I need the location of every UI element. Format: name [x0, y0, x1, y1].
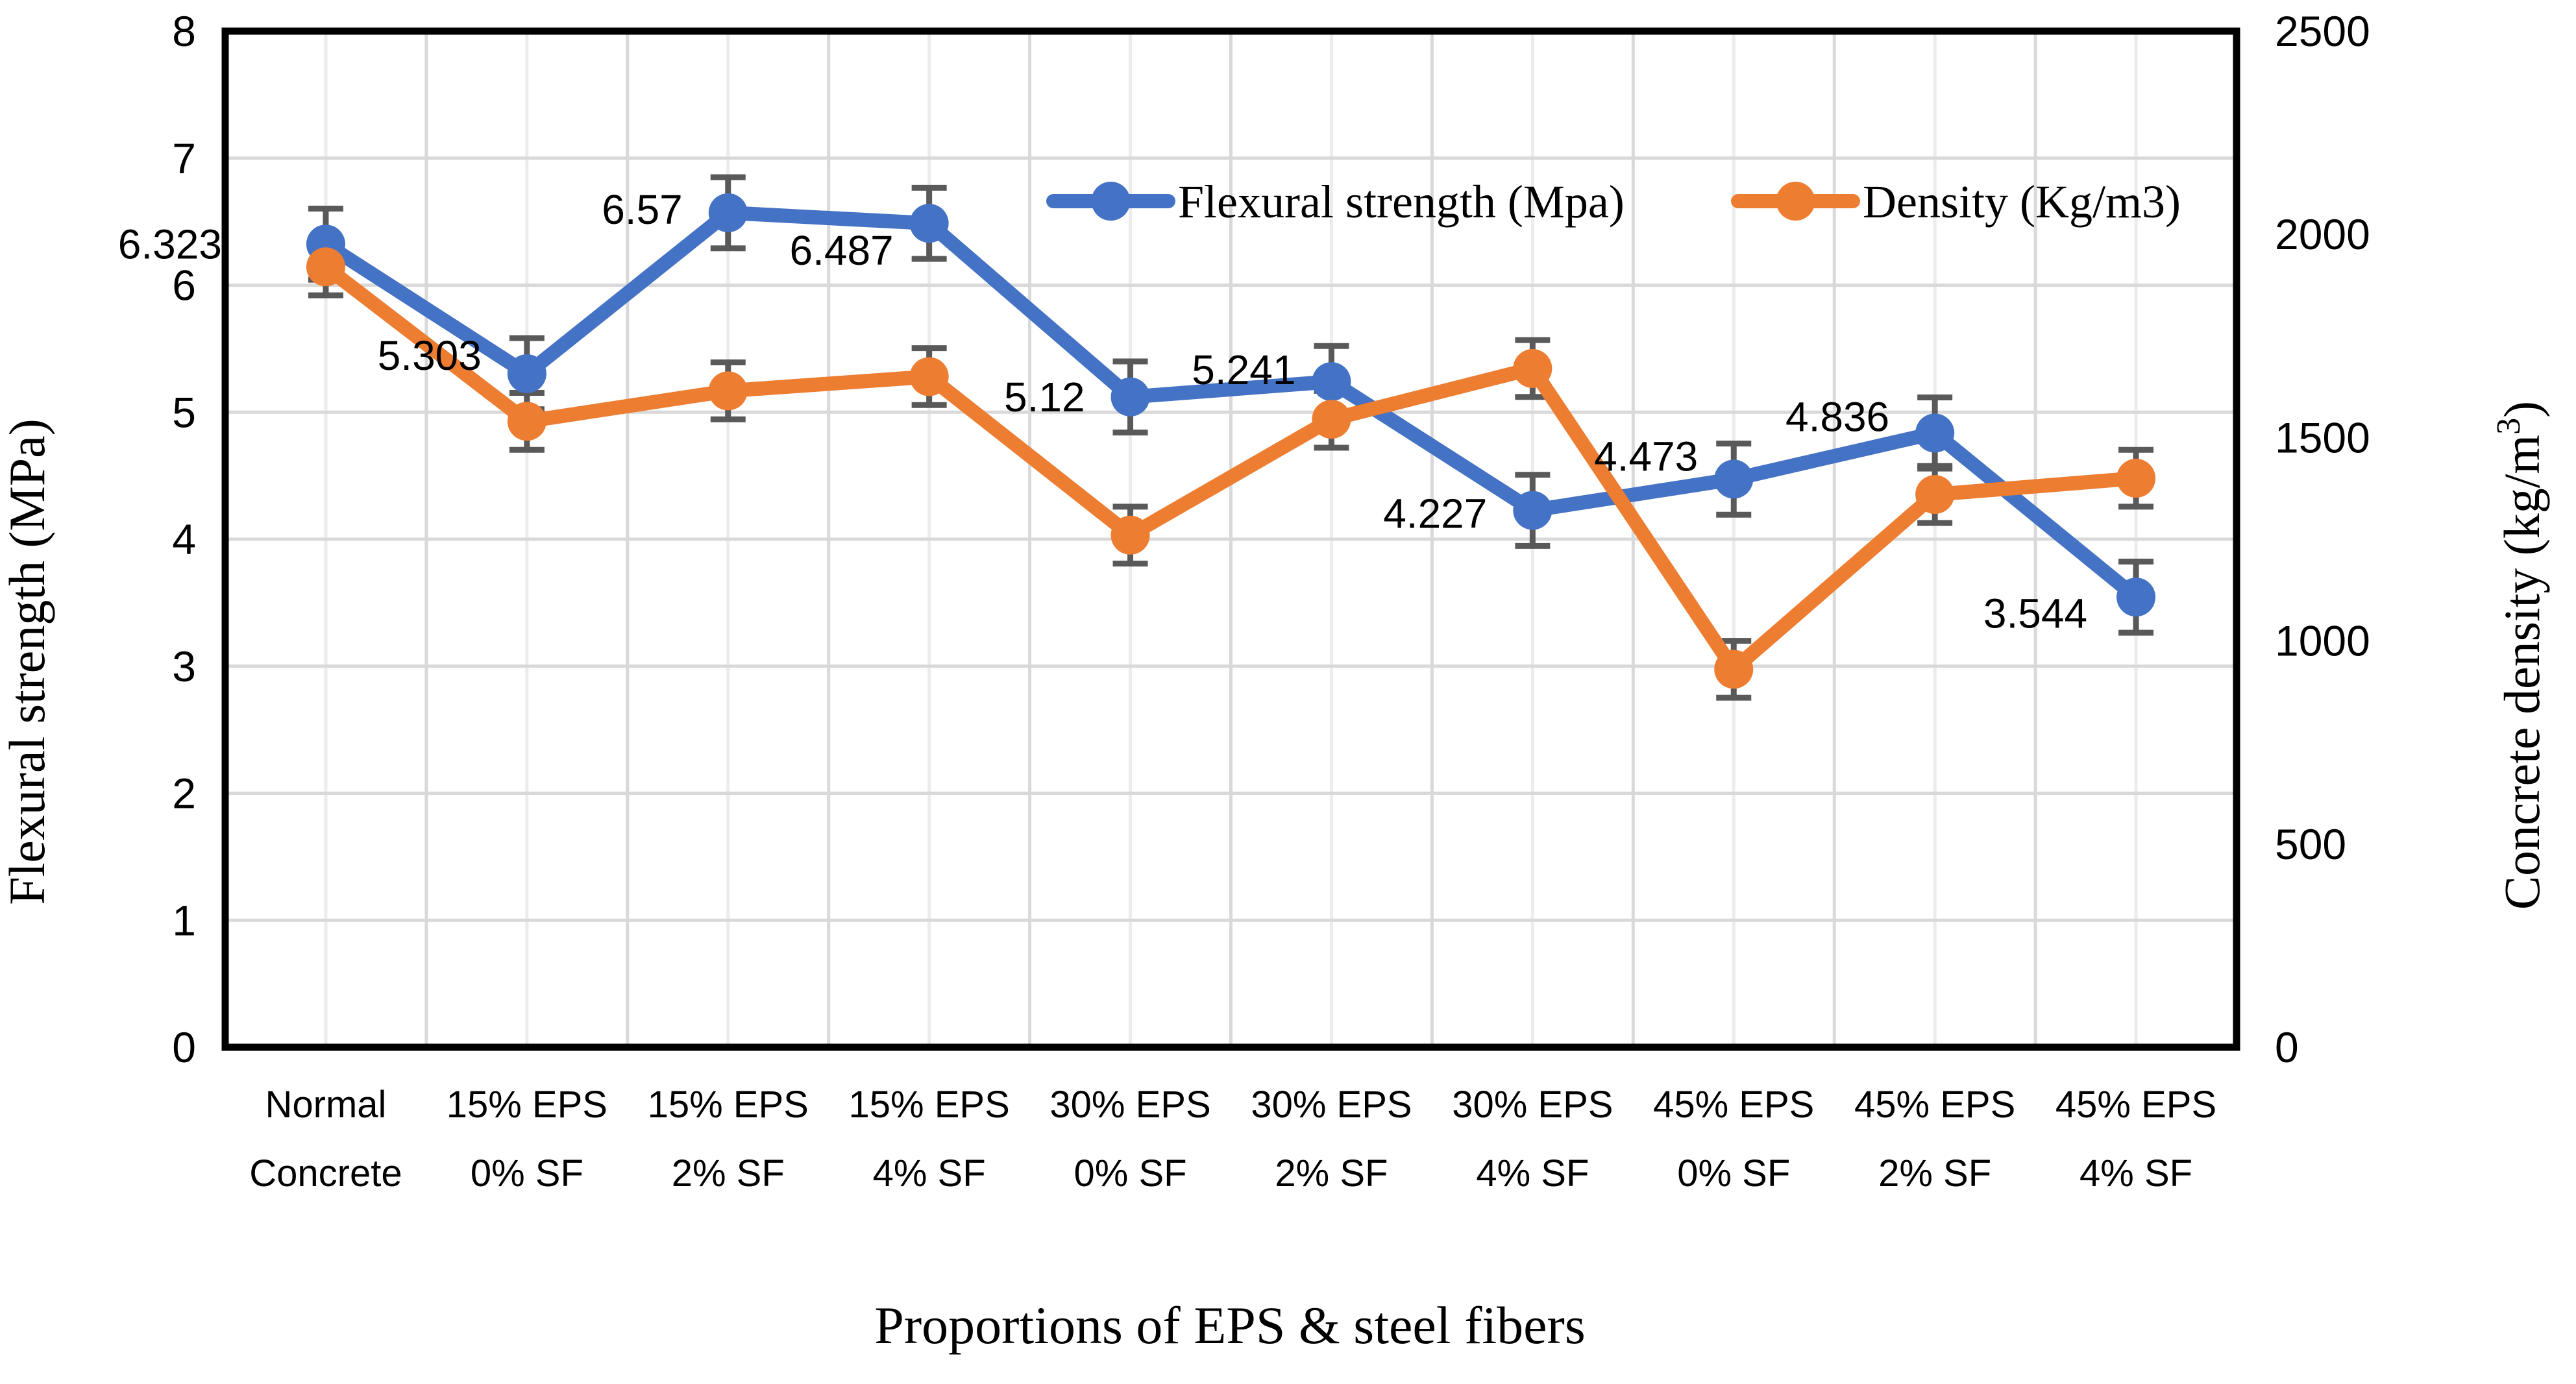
x-axis-category-line: 30% EPS — [1452, 1084, 1613, 1126]
x-axis-category-label: 30% EPS 2% SF — [1251, 1084, 1412, 1195]
left-axis-tick-label: 6 — [172, 261, 196, 310]
right-axis-tick-label: 1000 — [2275, 617, 2370, 665]
data-label: 4.836 — [1785, 393, 1889, 440]
right-axis-tick-label: 2500 — [2275, 7, 2370, 55]
flexural-strength-line — [318, 205, 2144, 605]
x-axis-category-line: 15% EPS — [447, 1084, 607, 1126]
x-axis-category-line: Normal — [265, 1084, 386, 1126]
data-label: 5.241 — [1192, 346, 1295, 393]
x-axis-title: Proportions of EPS & steel fibers — [874, 1296, 1586, 1355]
density-marker — [1915, 475, 1955, 515]
left-axis-tick-label: 7 — [172, 134, 196, 182]
legend-entry-label: Flexural strength (Mpa) — [1178, 176, 1625, 228]
x-axis-category-line: 2% SF — [672, 1152, 785, 1195]
x-axis-category-line: 4% SF — [2079, 1152, 2192, 1195]
left-axis-title: Flexural strength (MPa) — [0, 419, 55, 905]
flexural-marker — [909, 204, 949, 243]
density-marker — [1312, 400, 1351, 439]
legend-marker-icon — [1776, 182, 1815, 221]
right-axis-title-superscript: 3 — [2490, 418, 2527, 435]
legend-entry-label: Density (Kg/m3) — [1863, 176, 2181, 228]
x-axis-category-label: 45% EPS 2% SF — [1854, 1084, 2015, 1195]
x-axis-category-line: 15% EPS — [849, 1084, 1010, 1126]
x-axis-category-label: 15% EPS 4% SF — [849, 1084, 1010, 1195]
flexural-marker — [1513, 491, 1552, 530]
flexural-marker — [1915, 413, 1955, 453]
x-axis-category-line: 0% SF — [1074, 1152, 1187, 1195]
density-marker — [507, 402, 546, 441]
flexural-marker — [708, 193, 748, 232]
left-axis-tick-label: 1 — [172, 896, 196, 944]
density-marker — [708, 371, 748, 411]
right-axis-title: Concrete density (kg/m3) — [2490, 401, 2550, 910]
x-axis-category-line: 0% SF — [471, 1152, 583, 1195]
x-axis-category-line: 30% EPS — [1049, 1084, 1210, 1126]
data-label: 5.303 — [378, 332, 482, 379]
legend-marker-icon — [1091, 182, 1131, 221]
data-label: 6.57 — [602, 186, 683, 233]
right-axis-tick-label: 2000 — [2275, 210, 2370, 258]
density-marker — [909, 357, 949, 396]
left-axis-tick-label: 4 — [172, 515, 196, 563]
flexural-marker — [1714, 459, 1754, 499]
plot-border — [221, 27, 2240, 1051]
data-label: 6.323 — [118, 221, 222, 267]
right-axis-title-end: ) — [2494, 401, 2550, 418]
x-axis-category-line: 2% SF — [1275, 1152, 1388, 1195]
density-line — [318, 260, 2144, 677]
density-marker — [1110, 515, 1150, 555]
x-axis-category-label: 15% EPS 0% SF — [447, 1084, 607, 1195]
x-axis-category-line: 45% EPS — [1653, 1084, 1814, 1126]
flexural-marker — [1312, 362, 1351, 402]
data-label: 3.544 — [1983, 590, 2087, 637]
left-axis-tick-label: 0 — [172, 1023, 196, 1071]
data-label: 6.487 — [789, 227, 893, 274]
x-axis-category-line: 4% SF — [873, 1152, 986, 1195]
x-axis-category-line: 15% EPS — [648, 1084, 809, 1126]
x-axis-category-label: 45% EPS 0% SF — [1653, 1084, 1814, 1195]
data-label: 4.227 — [1383, 491, 1487, 537]
density-marker — [1513, 348, 1552, 388]
density-marker — [1714, 650, 1754, 689]
flexural-marker — [507, 354, 546, 393]
flexural-marker — [2116, 577, 2156, 617]
density-marker — [306, 247, 345, 287]
x-axis-category-label: 30% EPS 4% SF — [1452, 1084, 1613, 1195]
left-axis-tick-label: 8 — [172, 7, 196, 55]
x-axis-category-line: 45% EPS — [2055, 1084, 2216, 1126]
left-axis-tick-label: 3 — [172, 642, 196, 690]
right-axis-tick-label: 0 — [2275, 1023, 2299, 1071]
right-axis-tick-label: 1500 — [2275, 413, 2370, 461]
x-axis-category-line: 30% EPS — [1251, 1084, 1412, 1126]
right-axis-tick-label: 500 — [2275, 820, 2346, 868]
flexural-marker — [1110, 377, 1150, 417]
x-axis-category-label: Normal Concrete — [249, 1084, 402, 1195]
x-axis-category-line: Concrete — [249, 1152, 402, 1195]
x-axis-category-line: 0% SF — [1677, 1152, 1790, 1195]
x-axis-category-line: 4% SF — [1476, 1152, 1589, 1195]
right-axis-title-main: Concrete density (kg/m — [2494, 435, 2550, 910]
x-axis-category-label: 15% EPS 2% SF — [648, 1084, 809, 1195]
left-axis-tick-label: 2 — [172, 770, 196, 818]
data-label: 5.12 — [1004, 374, 1085, 420]
density-marker — [2116, 459, 2156, 498]
left-axis-tick-label: 5 — [172, 388, 196, 436]
x-axis-category-label: 45% EPS 4% SF — [2055, 1084, 2216, 1195]
x-axis-category-line: 2% SF — [1878, 1152, 1991, 1195]
data-label: 4.473 — [1594, 433, 1698, 480]
x-axis-category-label: 30% EPS 0% SF — [1049, 1084, 1210, 1195]
x-axis-category-line: 45% EPS — [1854, 1084, 2015, 1126]
